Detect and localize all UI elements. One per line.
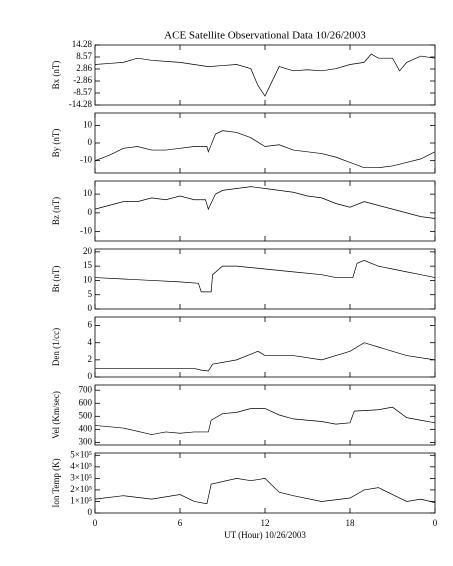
y-tick-label: -14.28 [69,99,93,109]
y-tick-label: 0 [88,507,93,517]
y-tick-label: 10 [83,119,93,129]
y-axis-label: Bz (nT) [51,197,61,225]
x-tick-label: 6 [178,518,183,528]
plot-frame [94,112,436,174]
y-tick-label: 700 [79,384,93,394]
y-tick-label: 2.86 [76,63,92,73]
y-tick-label: 5 [88,289,93,299]
data-line [94,478,436,505]
y-axis-label: Ion Temp (K) [51,458,61,507]
x-tick-label: 0 [93,518,98,528]
y-tick-label: 0 [88,303,93,313]
x-tick-label: 12 [261,518,270,528]
y-axis-label: By (nT) [51,129,61,158]
y-axis-label: Bt (nT) [51,266,61,293]
y-tick-label: 400 [79,423,93,433]
y-tick-label: -10 [80,155,92,165]
y-tick-label: 0 [88,137,93,147]
data-line [94,186,436,219]
y-tick-label: 2 [88,354,93,364]
y-axis-label: Vel (Km/sec) [51,391,61,439]
plot-frame [94,316,436,378]
data-line [94,406,436,435]
y-tick-label: -8.57 [73,87,92,97]
y-tick-label: 3×10⁵ [70,472,92,482]
y-tick-label: -2.86 [73,75,92,85]
y-tick-label: 15 [83,260,93,270]
y-tick-label: 6 [88,320,93,330]
y-tick-label: 10 [83,274,93,284]
y-tick-label: 20 [83,246,93,256]
y-tick-label: 14.28 [72,39,93,49]
plot-frame [94,180,436,242]
y-tick-label: 500 [79,410,93,420]
y-tick-label: 5×10⁵ [70,449,92,459]
y-tick-label: 8.57 [76,51,92,61]
plot-frame [94,248,436,310]
chart-title: ACE Satellite Observational Data 10/26/2… [164,30,366,42]
y-tick-label: 4×10⁵ [70,461,92,471]
y-tick-label: 10 [83,188,93,198]
y-tick-label: -10 [80,226,92,236]
data-line [94,130,436,169]
x-axis-label: UT (Hour) 10/26/2003 [224,530,306,540]
y-tick-label: 600 [79,397,93,407]
y-tick-label: 0 [88,207,93,217]
y-tick-label: 4 [88,337,93,347]
y-tick-label: 2×10⁵ [70,484,92,494]
y-axis-label: Den (1/cc) [51,328,61,366]
x-tick-label: 18 [346,518,356,528]
plot-frame [94,384,436,446]
data-line [94,260,436,293]
y-axis-label: Bx (nT) [51,61,61,90]
y-tick-label: 1×10⁵ [70,496,92,506]
x-tick-label: 0 [433,518,438,528]
y-tick-label: 0 [88,371,93,381]
data-line [94,53,436,97]
y-tick-label: 300 [79,436,93,446]
plot-frame [94,452,436,514]
data-line [95,342,436,372]
